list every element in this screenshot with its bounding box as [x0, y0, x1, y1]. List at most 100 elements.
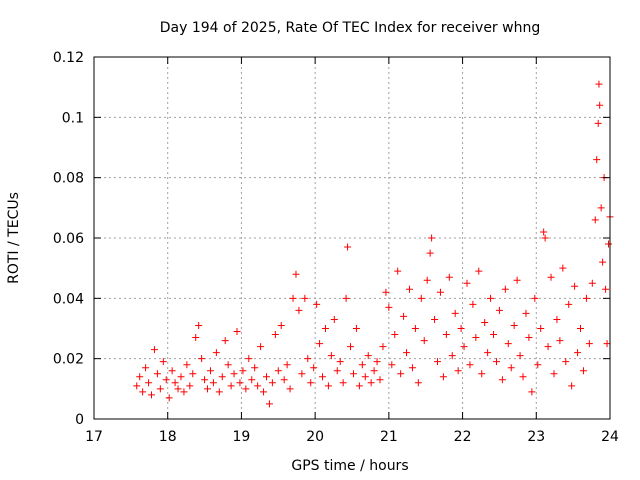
x-tick-label: 17 [85, 429, 103, 445]
data-point [510, 321, 518, 329]
data-point [215, 388, 223, 396]
data-point [466, 361, 474, 369]
data-point [218, 373, 226, 381]
data-point [595, 80, 603, 88]
data-point [347, 343, 355, 351]
data-point [133, 382, 141, 390]
data-point [177, 373, 185, 381]
data-point [391, 331, 399, 339]
data-point [262, 373, 270, 381]
data-point [454, 367, 462, 375]
data-point [251, 364, 259, 372]
x-tick-label: 24 [601, 429, 619, 445]
data-point [339, 379, 347, 387]
data-point [394, 267, 402, 275]
data-point [156, 385, 164, 393]
data-point [417, 294, 425, 302]
data-point [562, 358, 570, 366]
data-point [212, 349, 220, 357]
data-point [385, 303, 393, 311]
data-point [556, 337, 564, 345]
data-point [224, 361, 232, 369]
data-point [271, 331, 279, 339]
data-point [183, 361, 191, 369]
data-point [336, 358, 344, 366]
data-point [245, 355, 253, 363]
data-point [304, 355, 312, 363]
y-tick-label: 0 [75, 412, 84, 428]
data-point [579, 367, 587, 375]
data-point [445, 273, 453, 281]
data-point [528, 388, 536, 396]
data-point [540, 228, 548, 236]
data-point [370, 367, 378, 375]
data-point [236, 379, 244, 387]
data-point [597, 204, 605, 212]
data-point [568, 382, 576, 390]
data-point [195, 321, 203, 329]
data-point [478, 370, 486, 378]
data-point [544, 343, 552, 351]
data-point [599, 258, 607, 266]
axis-ticks: 17 18 19 20 21 22 23 24 0 0.02 0.04 0.06 0.08 0.1 0.12 [53, 50, 619, 445]
data-point [553, 315, 561, 323]
data-point [292, 270, 300, 278]
data-point [541, 234, 549, 242]
data-point [420, 337, 428, 345]
data-point [355, 382, 363, 390]
data-point [522, 309, 530, 317]
x-tick-label: 21 [380, 429, 398, 445]
data-point [605, 240, 613, 248]
data-point [192, 334, 200, 342]
data-point [153, 370, 161, 378]
plot-area-border [93, 56, 611, 420]
data-point [582, 294, 590, 302]
data-point [431, 315, 439, 323]
data-points [133, 80, 614, 408]
data-point [289, 294, 297, 302]
x-tick-label: 23 [527, 429, 545, 445]
data-point [439, 373, 447, 381]
data-point [189, 370, 197, 378]
data-point [525, 334, 533, 342]
data-point [280, 376, 288, 384]
data-point [367, 379, 375, 387]
data-point [414, 379, 422, 387]
data-point [472, 334, 480, 342]
data-point [588, 279, 596, 287]
data-point [274, 367, 282, 375]
data-point [352, 325, 360, 332]
data-point [180, 388, 188, 396]
data-point [492, 358, 500, 366]
data-point [283, 361, 291, 369]
data-point [602, 285, 610, 293]
data-point [260, 388, 268, 396]
data-point [248, 376, 256, 384]
grid-lines [94, 57, 610, 419]
data-point [136, 373, 144, 381]
y-tick-label: 0.04 [53, 291, 84, 307]
data-point [233, 328, 241, 336]
data-point [451, 309, 459, 317]
data-point [361, 373, 369, 381]
data-point [400, 312, 408, 320]
data-point [186, 382, 194, 390]
data-point [319, 373, 327, 381]
data-point [591, 216, 599, 224]
data-point [487, 294, 495, 302]
data-point [174, 385, 182, 393]
data-point [242, 385, 250, 393]
data-point [159, 358, 167, 366]
data-point [559, 264, 567, 272]
data-point [550, 370, 558, 378]
data-point [469, 300, 477, 308]
data-point [460, 343, 468, 351]
data-point [221, 337, 229, 345]
data-point [327, 352, 335, 360]
data-point [277, 321, 285, 329]
data-point [484, 349, 492, 357]
y-tick-label: 0.12 [53, 50, 84, 66]
data-point [349, 370, 357, 378]
data-point [504, 340, 512, 348]
